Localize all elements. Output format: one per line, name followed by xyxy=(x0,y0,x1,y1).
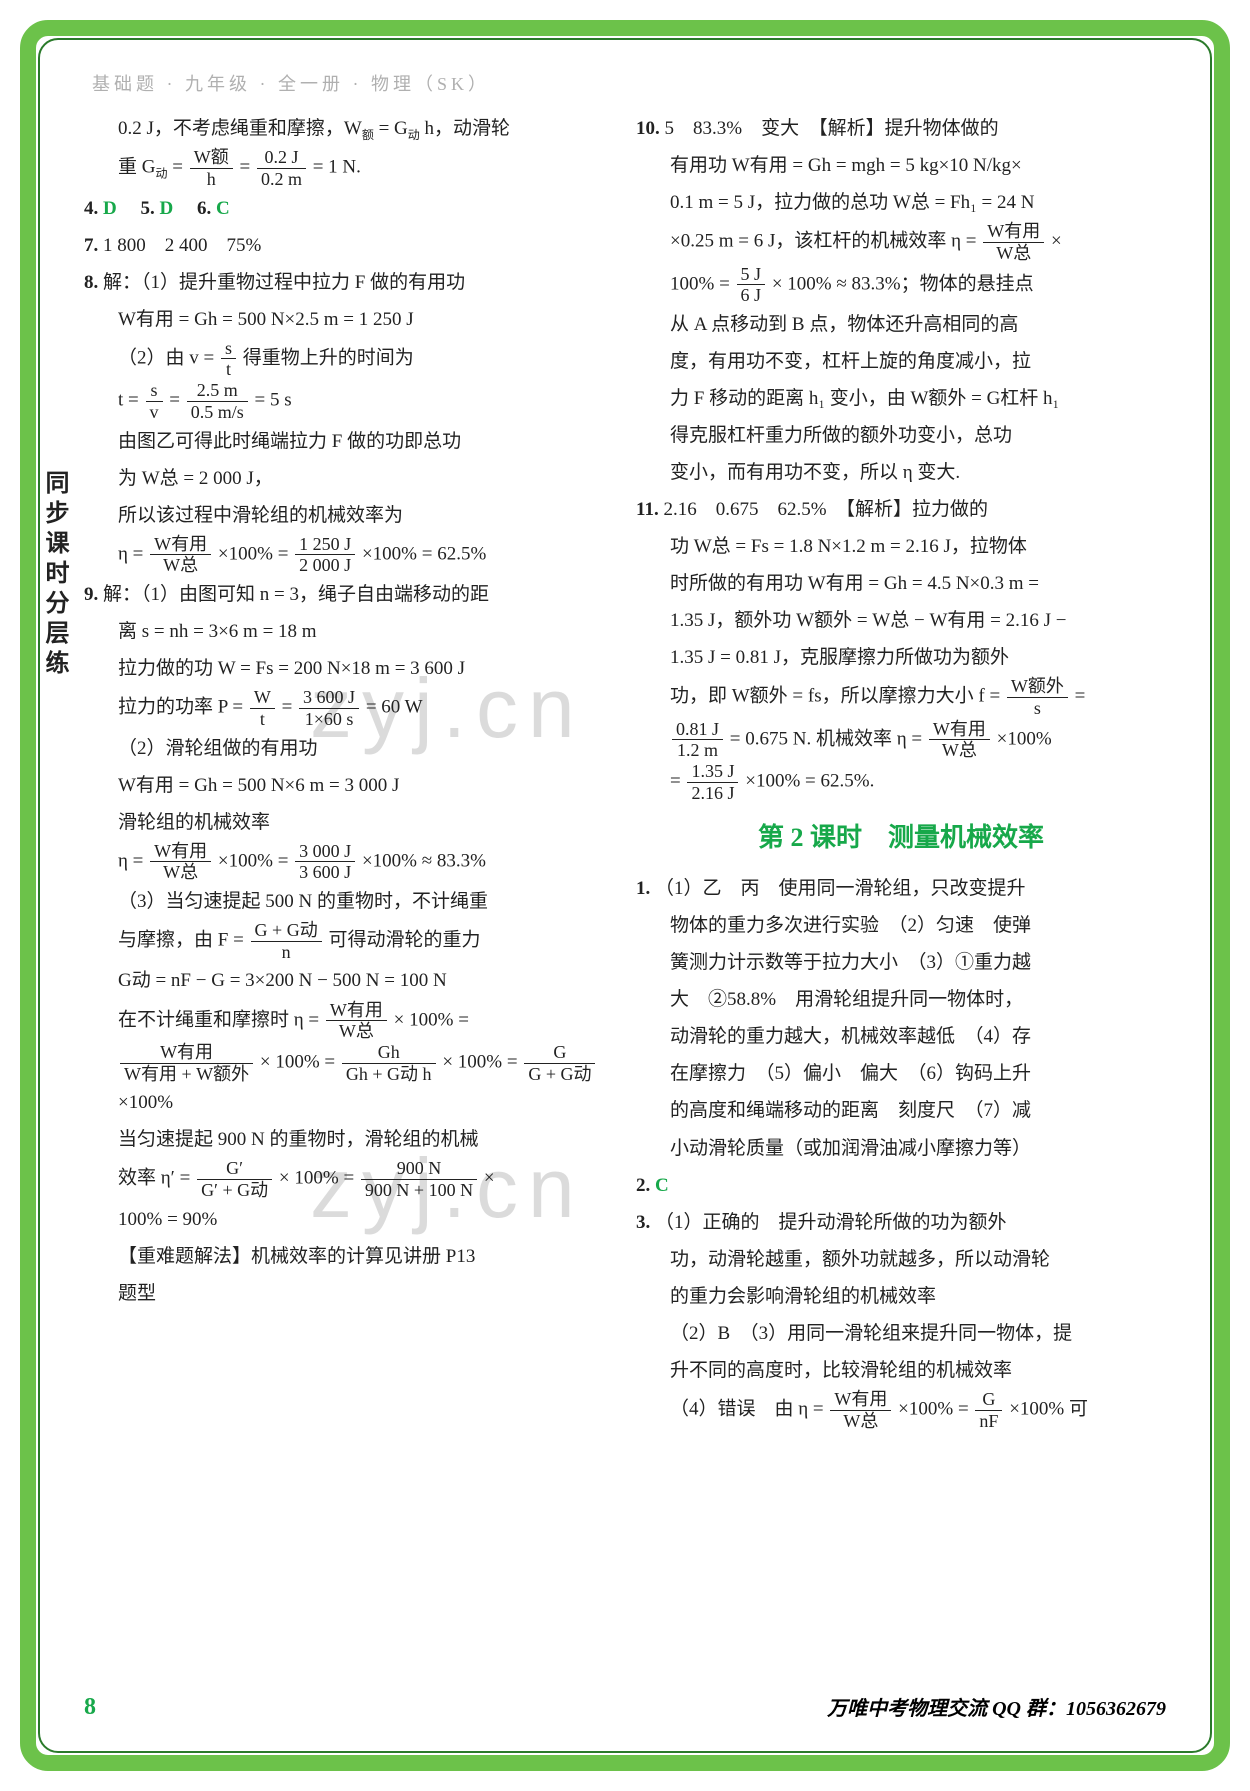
text-line: 功 W总 = Fs = 1.8 N×1.2 m = 2.16 J，拉物体 xyxy=(636,528,1166,565)
equation-line: 与摩擦，由 F = G + G动n 可得动滑轮的重力 xyxy=(84,920,614,962)
answer-line: 2. C xyxy=(636,1167,1166,1204)
equation-line: ×0.25 m = 6 J，该杠杆的机械效率 η = W有用W总 × xyxy=(636,221,1166,263)
left-column: 0.2 J，不考虑绳重和摩擦，W额 = G动 h，动滑轮 重 G动 = W额h … xyxy=(84,110,614,1684)
answer-line: 4. D 5. D 6. C xyxy=(84,190,614,227)
equation-line: η = W有用W总 ×100% = 3 000 J3 600 J ×100% ≈… xyxy=(84,841,614,883)
equation-line: 功，即 W额外 = fs，所以摩擦力大小 f = W额外s = xyxy=(636,676,1166,718)
text-line: （3）当匀速提起 500 N 的重物时，不计绳重 xyxy=(84,883,614,920)
text-line: 所以该过程中滑轮组的机械效率为 xyxy=(84,497,614,534)
equation-line: （4）错误 由 η = W有用W总 ×100% = GnF ×100% 可 xyxy=(636,1389,1166,1431)
right-column: 10. 5 83.3% 变大 【解析】提升物体做的 有用功 W有用 = Gh =… xyxy=(636,110,1166,1684)
equation-line: 在不计绳重和摩擦时 η = W有用W总 × 100% = xyxy=(84,1000,614,1042)
text-line: 离 s = nh = 3×6 m = 18 m xyxy=(84,613,614,650)
text-line: 0.1 m = 5 J，拉力做的总功 W总 = Fh₁ = 24 N xyxy=(636,184,1166,221)
text-line: 得克服杠杆重力所做的额外功变小，总功 xyxy=(636,417,1166,454)
equation-line: 0.81 J1.2 m = 0.675 N. 机械效率 η = W有用W总 ×1… xyxy=(636,719,1166,761)
page-number: 8 xyxy=(84,1694,96,1721)
equation-line: 拉力的功率 P = Wt = 3 600 J1×60 s = 60 W xyxy=(84,687,614,729)
text-line: 在摩擦力 （5）偏小 偏大 （6）钩码上升 xyxy=(636,1055,1166,1092)
equation-line: 重 G动 = W额h = 0.2 J0.2 m = 1 N. xyxy=(84,147,614,189)
text-line: 升不同的高度时，比较滑轮组的机械效率 xyxy=(636,1352,1166,1389)
text-line: 1.35 J = 0.81 J，克服摩擦力所做功为额外 xyxy=(636,639,1166,676)
text-line: 有用功 W有用 = Gh = mgh = 5 kg×10 N/kg× xyxy=(636,147,1166,184)
equation-line: η = W有用W总 ×100% = 1 250 J2 000 J ×100% =… xyxy=(84,534,614,576)
solution-line: 11. 2.16 0.675 62.5% 【解析】拉力做的 xyxy=(636,491,1166,528)
text-line: 【重难题解法】机械效率的计算见讲册 P13 xyxy=(84,1238,614,1275)
text-line: 0.2 J，不考虑绳重和摩擦，W额 = G动 h，动滑轮 xyxy=(84,110,614,147)
text-line: 当匀速提起 900 N 的重物时，滑轮组的机械 xyxy=(84,1121,614,1158)
text-line: 功，动滑轮越重，额外功就越多，所以动滑轮 xyxy=(636,1241,1166,1278)
page-content: 基础题 · 九年级 · 全一册 · 物理（SK） 0.2 J，不考虑绳重和摩擦，… xyxy=(84,70,1166,1721)
text-line: W有用 = Gh = 500 N×6 m = 3 000 J xyxy=(84,767,614,804)
text-line: 滑轮组的机械效率 xyxy=(84,804,614,841)
solution-line: 9. 解：（1）由图可知 n = 3，绳子自由端移动的距 xyxy=(84,576,614,613)
equation-line: （2）由 v = st 得重物上升的时间为 xyxy=(84,338,614,380)
solution-line: 10. 5 83.3% 变大 【解析】提升物体做的 xyxy=(636,110,1166,147)
equation-line: W有用W有用 + W额外 × 100% = GhGh + G动 h × 100%… xyxy=(84,1042,614,1084)
text-line: 物体的重力多次进行实验 （2）匀速 使弹 xyxy=(636,907,1166,944)
text-line: G动 = nF − G = 3×200 N − 500 N = 100 N xyxy=(84,962,614,999)
text-line: 的重力会影响滑轮组的机械效率 xyxy=(636,1278,1166,1315)
text-line: ×100% xyxy=(84,1084,614,1121)
solution-line: 3. （1）正确的 提升动滑轮所做的功为额外 xyxy=(636,1204,1166,1241)
text-line: （2）滑轮组做的有用功 xyxy=(84,730,614,767)
text-line: 题型 xyxy=(84,1275,614,1312)
text-line: 小动滑轮质量（或加润滑油减小摩擦力等） xyxy=(636,1130,1166,1167)
text-line: 动滑轮的重力越大，机械效率越低 （4）存 xyxy=(636,1018,1166,1055)
text-line: 1.35 J，额外功 W额外 = W总 − W有用 = 2.16 J − xyxy=(636,602,1166,639)
text-line: 为 W总 = 2 000 J， xyxy=(84,460,614,497)
text-line: 力 F 移动的距离 h₁ 变小，由 W额外 = G杠杆 h₁ xyxy=(636,380,1166,417)
footer-contact: 万唯中考物理交流 QQ 群：1056362679 xyxy=(827,1692,1166,1721)
text-line: 变小，而有用功不变，所以 η 变大. xyxy=(636,454,1166,491)
page-footer: 8 万唯中考物理交流 QQ 群：1056362679 xyxy=(84,1692,1166,1721)
answer-line: 1. （1）乙 丙 使用同一滑轮组，只改变提升 xyxy=(636,870,1166,907)
side-section-label: 同步课时分层练 xyxy=(48,470,72,680)
solution-line: 8. 解：（1）提升重物过程中拉力 F 做的有用功 xyxy=(84,264,614,301)
text-line: 时所做的有用功 W有用 = Gh = 4.5 N×0.3 m = xyxy=(636,565,1166,602)
text-line: 大 ②58.8% 用滑轮组提升同一物体时， xyxy=(636,981,1166,1018)
running-header: 基础题 · 九年级 · 全一册 · 物理（SK） xyxy=(84,70,1166,96)
text-line: 从 A 点移动到 B 点，物体还升高相同的高 xyxy=(636,306,1166,343)
text-line: 100% = 90% xyxy=(84,1201,614,1238)
text-line: 度，有用功不变，杠杆上旋的角度减小，拉 xyxy=(636,343,1166,380)
section-heading: 第 2 课时 测量机械效率 xyxy=(636,813,1166,864)
equation-line: 100% = 5 J6 J × 100% ≈ 83.3%；物体的悬挂点 xyxy=(636,264,1166,306)
text-line: 拉力做的功 W = Fs = 200 N×18 m = 3 600 J xyxy=(84,650,614,687)
equation-line: 效率 η′ = G′G′ + G动 × 100% = 900 N900 N + … xyxy=(84,1158,614,1200)
equation-line: W有用 = Gh = 500 N×2.5 m = 1 250 J xyxy=(84,301,614,338)
answer-line: 7. 1 800 2 400 75% xyxy=(84,227,614,264)
text-line: 簧测力计示数等于拉力大小 （3）①重力越 xyxy=(636,944,1166,981)
two-column-layout: 0.2 J，不考虑绳重和摩擦，W额 = G动 h，动滑轮 重 G动 = W额h … xyxy=(84,110,1166,1684)
equation-line: t = sv = 2.5 m0.5 m/s = 5 s xyxy=(84,380,614,422)
equation-line: = 1.35 J2.16 J ×100% = 62.5%. xyxy=(636,761,1166,803)
text-line: （2）B （3）用同一滑轮组来提升同一物体，提 xyxy=(636,1315,1166,1352)
text-line: 由图乙可得此时绳端拉力 F 做的功即总功 xyxy=(84,423,614,460)
text-line: 的高度和绳端移动的距离 刻度尺 （7）减 xyxy=(636,1092,1166,1129)
